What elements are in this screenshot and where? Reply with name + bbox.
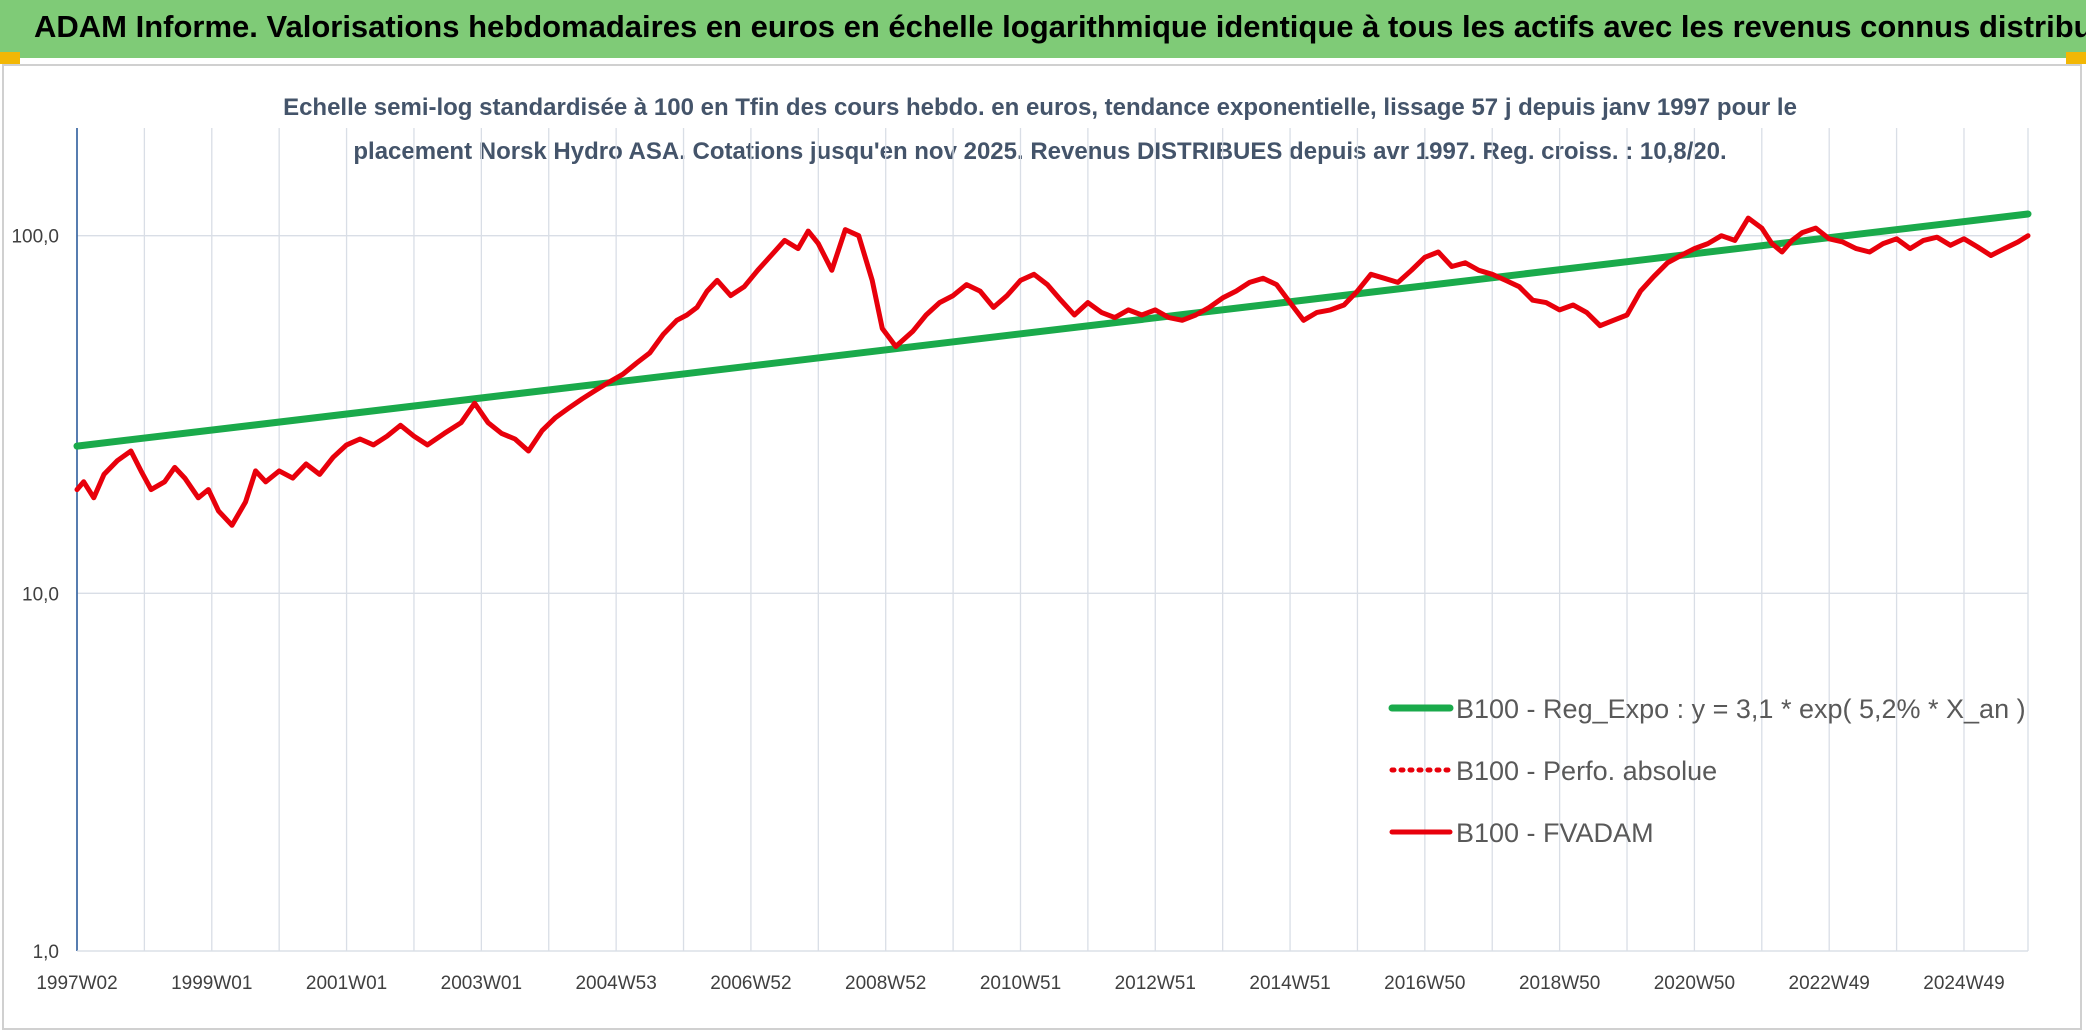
series-line-solid bbox=[74, 215, 2031, 528]
x-tick-label: 2016W50 bbox=[1384, 973, 1465, 994]
x-tick-label: 2022W49 bbox=[1789, 973, 1870, 994]
x-tick-label: 2018W50 bbox=[1519, 973, 1600, 994]
chart-subtitle: Echelle semi-log standardisée à 100 en T… bbox=[160, 86, 1920, 174]
axis-layer: 1,0 10,0 100,0 1997W02 1999W01 2001W01 2003W01… bbox=[11, 128, 2028, 994]
x-tick-label: 2006W52 bbox=[710, 973, 791, 994]
corner-accent-right bbox=[2066, 52, 2086, 64]
legend-label: B100 - Reg_Expo : y = 3,1 * exp( 5,2% * … bbox=[1456, 694, 2026, 724]
chart-frame bbox=[2, 64, 2082, 1030]
header-bar: ADAM Informe. Valorisations hebdomadaire… bbox=[0, 0, 2086, 58]
y-tick-label: 1,0 bbox=[33, 942, 59, 963]
x-tick-label: 2003W01 bbox=[441, 973, 522, 994]
x-tick-label: 2004W53 bbox=[575, 973, 656, 994]
x-tick-label: 2014W51 bbox=[1249, 973, 1330, 994]
series-line-solid-thick bbox=[73, 210, 2032, 450]
legend-label: B100 - Perfo. absolue bbox=[1456, 756, 1717, 786]
x-tick-label: 1997W02 bbox=[36, 973, 117, 994]
chart-subtitle-line-1: Echelle semi-log standardisée à 100 en T… bbox=[283, 94, 1797, 121]
x-tick-label: 2024W49 bbox=[1923, 973, 2004, 994]
x-tick-label: 2020W50 bbox=[1654, 973, 1735, 994]
corner-accent-left bbox=[0, 52, 20, 64]
x-tick-label: 2012W51 bbox=[1115, 973, 1196, 994]
x-tick-label: 2001W01 bbox=[306, 973, 387, 994]
x-tick-label: 2008W52 bbox=[845, 973, 926, 994]
legend-layer: B100 - Reg_Expo : y = 3,1 * exp( 5,2% * … bbox=[1388, 694, 2026, 848]
legend-label: B100 - FVADAM bbox=[1456, 818, 1654, 848]
x-tick-label: 2010W51 bbox=[980, 973, 1061, 994]
y-tick-label: 10,0 bbox=[22, 584, 59, 605]
y-tick-label: 100,0 bbox=[11, 227, 59, 248]
page-title: ADAM Informe. Valorisations hebdomadaire… bbox=[34, 9, 2086, 44]
series-layer bbox=[73, 210, 2032, 528]
x-tick-label: 1999W01 bbox=[171, 973, 252, 994]
chart-subtitle-line-2: placement Norsk Hydro ASA. Cotations jus… bbox=[353, 138, 1727, 165]
